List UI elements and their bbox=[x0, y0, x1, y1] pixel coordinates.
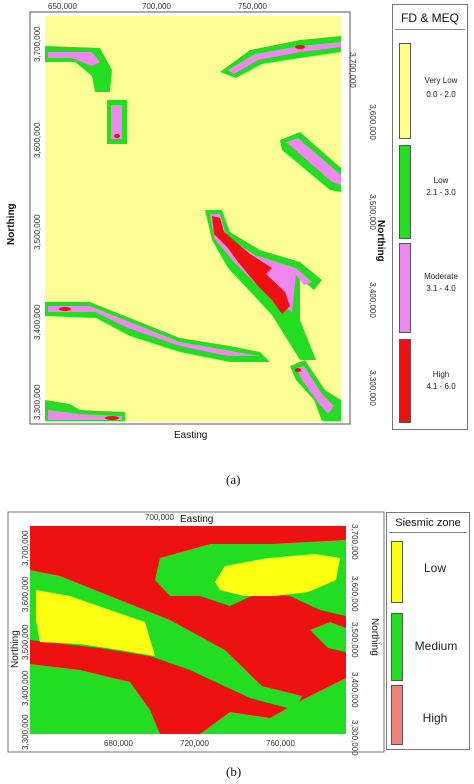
y-tick-label: 3,500,000 bbox=[368, 194, 377, 230]
map-b-left-axis: 3,700,000 3,600,000 3,500,000 3,400,000 … bbox=[10, 530, 30, 750]
zone-band-nw bbox=[45, 46, 112, 92]
zone-band-central bbox=[205, 210, 322, 360]
zone-band-west bbox=[45, 302, 270, 362]
map-b-right-axis: 3,700,000 3,600,000 3,500,000 3,400,000 … bbox=[350, 524, 380, 756]
legend-class-name: Low bbox=[433, 176, 449, 185]
caption-a: (a) bbox=[226, 472, 241, 487]
y-tick-label: 3,700,000 bbox=[350, 524, 359, 560]
left-axis-label: Northing bbox=[6, 203, 17, 245]
x-tick-label: 750,000 bbox=[238, 2, 267, 11]
y-tick-label: 3,300,000 bbox=[33, 384, 42, 420]
legend-class-range: 2.1 - 3.0 bbox=[426, 188, 456, 197]
map-a-left-axis: 3,700,000 3,600,000 3,500,000 3,400,000 … bbox=[6, 26, 42, 420]
seismic-zone-medium-south bbox=[200, 678, 346, 734]
map-a-legend: FD & MEQ Very Low 0.0 - 2.0 Low 2.1 - 3.… bbox=[392, 4, 468, 430]
top-axis-label: Easting bbox=[180, 514, 213, 525]
legend-swatch-high bbox=[399, 339, 411, 423]
y-tick-label: 3,700,000 bbox=[348, 52, 357, 88]
legend-swatch-low bbox=[391, 541, 403, 603]
map-a-background bbox=[45, 16, 341, 421]
y-tick-label: 3,400,000 bbox=[350, 672, 359, 708]
y-tick-label: 3,500,000 bbox=[33, 214, 42, 250]
seismic-zone-medium-southwest bbox=[30, 664, 160, 734]
x-tick-label: 720,000 bbox=[180, 739, 209, 748]
map-a-svg: 650,000 700,000 750,000 3,700,000 3,600,… bbox=[6, 2, 386, 441]
zone-band-east bbox=[280, 132, 341, 192]
map-b-svg: 700,000 Easting 680,000 720,000 760,000 … bbox=[7, 511, 385, 756]
y-tick-label: 3,600,000 bbox=[21, 576, 30, 612]
y-tick-label: 3,600,000 bbox=[33, 122, 42, 158]
legend-class-range: 4.1 - 6.0 bbox=[426, 382, 456, 391]
x-tick-label: 650,000 bbox=[48, 2, 77, 11]
x-tick-label: 760,000 bbox=[266, 739, 295, 748]
legend-class-name: Moderate bbox=[424, 272, 458, 281]
y-tick-label: 3,300,000 bbox=[368, 370, 377, 406]
x-tick-label: 680,000 bbox=[104, 739, 133, 748]
legend-swatch-moderate bbox=[399, 243, 411, 333]
y-tick-label: 3,700,000 bbox=[21, 530, 30, 566]
x-tick-label: 700,000 bbox=[142, 2, 171, 11]
y-tick-label: 3,300,000 bbox=[350, 720, 359, 756]
map-b-legend: Siesmic zone Low Medium High bbox=[386, 512, 470, 750]
legend-class-name: Low bbox=[423, 561, 446, 575]
legend-swatch-medium bbox=[391, 613, 403, 681]
y-tick-label: 3,700,000 bbox=[33, 26, 42, 62]
legend-class-range: 3.1 - 4.0 bbox=[426, 284, 456, 293]
map-a-right-axis: 3,700,000 3,600,000 3,500,000 3,400,000 … bbox=[348, 52, 386, 406]
legend-class-name: Medium bbox=[414, 639, 458, 653]
map-b: 700,000 Easting 680,000 720,000 760,000 … bbox=[0, 500, 474, 784]
right-axis-label: Northing bbox=[369, 618, 380, 656]
caption-b: (b) bbox=[226, 764, 242, 779]
legend-class-range: 0.0 - 2.0 bbox=[426, 90, 456, 99]
legend-title: Siesmic zone bbox=[395, 517, 461, 529]
map-a-top-axis: 650,000 700,000 750,000 bbox=[48, 2, 267, 11]
zone-band-southwest bbox=[45, 400, 125, 421]
seismic-zone-medium-west bbox=[30, 570, 302, 710]
y-tick-label: 3,400,000 bbox=[368, 282, 377, 318]
x-tick-label: 700,000 bbox=[145, 513, 174, 522]
y-tick-label: 3,400,000 bbox=[21, 670, 30, 706]
legend-class-name: High bbox=[432, 370, 450, 379]
left-axis-label: Northing bbox=[10, 630, 21, 668]
right-axis-label: Northing bbox=[375, 220, 386, 262]
bottom-axis-label: Easting bbox=[174, 430, 207, 441]
map-a: 650,000 700,000 750,000 3,700,000 3,600,… bbox=[6, 2, 468, 487]
y-tick-label: 3,500,000 bbox=[21, 624, 30, 660]
y-tick-label: 3,600,000 bbox=[350, 576, 359, 612]
y-tick-label: 3,400,000 bbox=[33, 304, 42, 340]
seismic-zone-medium-north bbox=[155, 540, 346, 652]
zone-band-southeast bbox=[290, 360, 341, 421]
zone-band-ne bbox=[220, 36, 341, 78]
legend-swatch-very-low bbox=[399, 43, 411, 139]
legend-swatch-low bbox=[399, 145, 411, 239]
y-tick-label: 3,300,000 bbox=[21, 714, 30, 750]
legend-class-name: High bbox=[422, 711, 448, 725]
y-tick-label: 3,500,000 bbox=[350, 622, 359, 658]
legend-class-name: Very Low bbox=[424, 76, 458, 85]
legend-title: FD & MEQ bbox=[400, 11, 459, 25]
legend-swatch-high bbox=[391, 685, 403, 745]
y-tick-label: 3,600,000 bbox=[368, 104, 377, 140]
zone-blob-north bbox=[107, 100, 127, 144]
